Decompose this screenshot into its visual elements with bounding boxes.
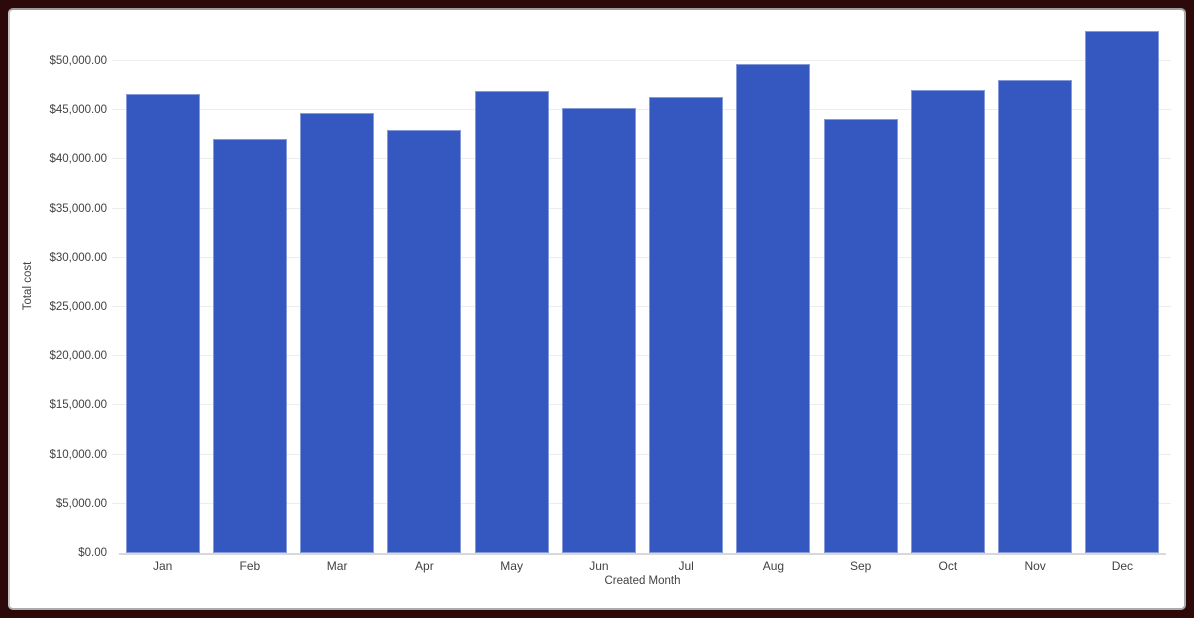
gridline bbox=[112, 158, 1171, 160]
y-tick-label: $45,000.00 bbox=[49, 104, 107, 117]
gridline bbox=[112, 305, 1171, 307]
gridline bbox=[112, 355, 1171, 357]
x-tick-label: Sep bbox=[849, 559, 872, 573]
gridline bbox=[112, 404, 1171, 406]
bar-feb[interactable] bbox=[212, 138, 287, 553]
gridline bbox=[112, 109, 1171, 111]
x-tick-label: Jun bbox=[589, 559, 609, 573]
bar-apr[interactable] bbox=[387, 129, 462, 553]
plot-area bbox=[112, 25, 1171, 555]
gridline bbox=[112, 502, 1171, 504]
y-tick-label: $25,000.00 bbox=[49, 300, 107, 313]
bar-jul[interactable] bbox=[649, 97, 724, 553]
bar-aug[interactable] bbox=[736, 63, 811, 553]
bar-jun[interactable] bbox=[561, 108, 636, 553]
gridline bbox=[112, 453, 1171, 455]
x-tick-label: May bbox=[500, 559, 523, 573]
gridline bbox=[112, 256, 1171, 258]
x-tick-label: Apr bbox=[415, 559, 434, 573]
y-tick-label: $50,000.00 bbox=[49, 54, 107, 67]
y-tick-label: $35,000.00 bbox=[49, 202, 107, 215]
x-axis-title: Created Month bbox=[604, 575, 681, 587]
x-tick-label: Feb bbox=[239, 559, 261, 573]
x-tick-label: Jul bbox=[678, 559, 694, 573]
bar-oct[interactable] bbox=[910, 90, 985, 553]
bar-mar[interactable] bbox=[300, 113, 375, 553]
y-tick-label: $10,000.00 bbox=[49, 448, 107, 461]
x-tick-label: Nov bbox=[1024, 559, 1046, 573]
x-tick-label: Jan bbox=[152, 559, 173, 573]
bar-nov[interactable] bbox=[998, 79, 1073, 553]
y-axis-tick-labels: $0.00 $5,000.00 $10,000.00 $15,000.00 $20,00… bbox=[10, 25, 107, 559]
x-tick-label: Oct bbox=[938, 559, 958, 573]
chart-card: Total cost $0.00 $5,000.00 $10,000.00 $15,0… bbox=[8, 8, 1186, 610]
y-tick-label: $40,000.00 bbox=[49, 153, 107, 166]
bar-sep[interactable] bbox=[823, 119, 898, 553]
x-tick-label: Dec bbox=[1111, 559, 1134, 573]
x-axis-tick-labels: Jan Feb Mar Apr May Jun Jul Aug Sep Oct Nov Dec bbox=[119, 558, 1166, 574]
bar-may[interactable] bbox=[474, 91, 549, 553]
x-tick-label: Aug bbox=[762, 559, 785, 573]
y-tick-label: $20,000.00 bbox=[49, 350, 107, 363]
x-tick-label: Mar bbox=[326, 559, 348, 573]
gridline bbox=[112, 207, 1171, 209]
y-tick-label: $15,000.00 bbox=[49, 399, 107, 412]
y-tick-label: $0.00 bbox=[78, 547, 107, 559]
y-tick-label: $5,000.00 bbox=[55, 497, 107, 510]
bar-jan[interactable] bbox=[125, 94, 200, 553]
y-tick-label: $30,000.00 bbox=[49, 251, 107, 264]
gridline bbox=[112, 59, 1171, 61]
bar-dec[interactable] bbox=[1085, 31, 1160, 553]
